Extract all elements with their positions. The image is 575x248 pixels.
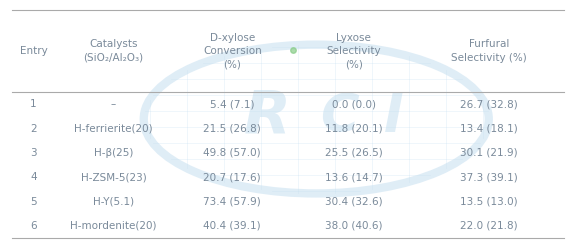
Text: 49.8 (57.0): 49.8 (57.0) — [204, 148, 261, 158]
Text: Furfural
Selectivity (%): Furfural Selectivity (%) — [451, 39, 527, 62]
Text: H-mordenite(20): H-mordenite(20) — [70, 221, 157, 231]
Text: 6: 6 — [30, 221, 37, 231]
Text: 20.7 (17.6): 20.7 (17.6) — [204, 172, 261, 182]
Text: 5.4 (7.1): 5.4 (7.1) — [210, 99, 255, 109]
Text: 22.0 (21.8): 22.0 (21.8) — [460, 221, 518, 231]
Text: H-ZSM-5(23): H-ZSM-5(23) — [81, 172, 147, 182]
Text: 30.1 (21.9): 30.1 (21.9) — [460, 148, 518, 158]
Text: 26.7 (32.8): 26.7 (32.8) — [460, 99, 518, 109]
Text: 40.4 (39.1): 40.4 (39.1) — [204, 221, 261, 231]
Text: 38.0 (40.6): 38.0 (40.6) — [325, 221, 382, 231]
Text: 5: 5 — [30, 197, 37, 207]
Text: 30.4 (32.6): 30.4 (32.6) — [325, 197, 382, 207]
Text: 3: 3 — [30, 148, 37, 158]
Text: H-Y(5.1): H-Y(5.1) — [93, 197, 134, 207]
Text: 1: 1 — [30, 99, 37, 109]
Text: 73.4 (57.9): 73.4 (57.9) — [204, 197, 261, 207]
Text: D-xylose
Conversion
(%): D-xylose Conversion (%) — [203, 33, 262, 69]
Text: –: – — [111, 99, 116, 109]
Text: C: C — [320, 91, 359, 143]
Text: R: R — [244, 87, 291, 146]
Text: I: I — [384, 91, 404, 143]
Text: H-ferrierite(20): H-ferrierite(20) — [74, 124, 153, 134]
Text: 13.4 (18.1): 13.4 (18.1) — [460, 124, 518, 134]
Text: 13.5 (13.0): 13.5 (13.0) — [460, 197, 518, 207]
Text: 4: 4 — [30, 172, 37, 182]
Text: 11.8 (20.1): 11.8 (20.1) — [325, 124, 382, 134]
Text: H-β(25): H-β(25) — [94, 148, 133, 158]
Text: 2: 2 — [30, 124, 37, 134]
Text: 13.6 (14.7): 13.6 (14.7) — [325, 172, 382, 182]
Text: 25.5 (26.5): 25.5 (26.5) — [325, 148, 382, 158]
Text: 0.0 (0.0): 0.0 (0.0) — [332, 99, 375, 109]
Text: Entry: Entry — [20, 46, 48, 56]
Text: 37.3 (39.1): 37.3 (39.1) — [460, 172, 518, 182]
Text: Lyxose
Selectivity
(%): Lyxose Selectivity (%) — [327, 33, 381, 69]
Text: 21.5 (26.8): 21.5 (26.8) — [204, 124, 261, 134]
Text: Catalysts
(SiO₂/Al₂O₃): Catalysts (SiO₂/Al₂O₃) — [83, 39, 144, 62]
